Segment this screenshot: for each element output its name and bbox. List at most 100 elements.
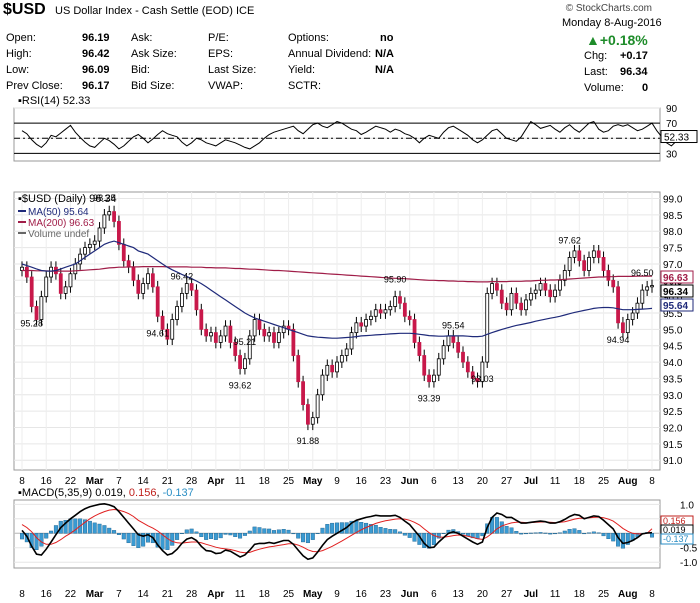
candle [87, 243, 92, 248]
macd-histogram-bar [330, 522, 335, 534]
macd-histogram-bar [199, 533, 204, 537]
candle [616, 286, 620, 324]
x-tick-label: 14 [138, 476, 150, 487]
candle [306, 404, 310, 425]
candle [117, 221, 121, 245]
candle [587, 257, 591, 271]
candle [480, 361, 485, 383]
legend-entry: MA(50) 95.64 [28, 207, 89, 218]
x-tick-label: 11 [235, 476, 246, 487]
macd-histogram-bar [359, 522, 364, 534]
stat-open-label: Open: [6, 32, 36, 44]
candle [591, 250, 596, 258]
candle [369, 315, 373, 320]
x-tick-label: Jun [401, 476, 419, 487]
macd-histogram-bar [286, 529, 291, 534]
macd-histogram-bar [170, 533, 175, 546]
candle [296, 355, 301, 383]
macd-histogram-bar [102, 525, 107, 534]
macd-histogram-bar [281, 529, 286, 534]
macd-histogram-bar [504, 526, 509, 534]
price-annotation: 98.25 [93, 193, 116, 203]
macd-tick-label: -0.5 [680, 544, 698, 555]
candle [524, 299, 528, 311]
macd-histogram-bar [601, 533, 606, 537]
candle [548, 289, 553, 298]
candle [301, 381, 305, 405]
change-percent-value: +0.18% [599, 32, 648, 48]
price-tick-label: 99.0 [663, 195, 683, 206]
price-annotation: 94.94 [607, 335, 630, 345]
stat-last-value: 96.34 [620, 66, 648, 78]
x-tick-label: 23 [380, 476, 392, 487]
candle [412, 319, 417, 343]
candle [378, 309, 383, 314]
macd-histogram-bar [325, 524, 330, 534]
stat-ask-label: Ask: [131, 32, 153, 44]
macd-title-part: , [123, 487, 129, 499]
stat-open-value: 96.19 [82, 32, 110, 44]
macd-histogram-bar [368, 524, 373, 534]
candle [141, 283, 146, 294]
macd-histogram-bar [480, 533, 485, 537]
macd-x-tick-label: 25 [283, 589, 295, 600]
candle [136, 279, 141, 294]
stat-eps-label: EPS: [208, 48, 234, 60]
candle [233, 342, 238, 356]
candle [257, 319, 262, 330]
macd-histogram-bar [305, 533, 310, 544]
candle [383, 309, 388, 314]
macd-x-tick-label: 25 [598, 589, 610, 600]
candle [213, 332, 218, 343]
price-value-box [660, 270, 694, 284]
candle [68, 273, 73, 288]
price-tick-label: 93.5 [663, 374, 683, 385]
price-tick-label: 95.5 [663, 309, 683, 320]
stat-options-label: Options: [288, 32, 329, 44]
candle [528, 292, 533, 301]
candle [102, 214, 107, 229]
macd-x-tick-label: 13 [453, 589, 465, 600]
candle [272, 332, 276, 343]
macd-title-part: , [156, 487, 162, 499]
macd-tick-label: 1.0 [680, 500, 694, 511]
candle [611, 279, 616, 288]
macd-histogram-bar [494, 517, 499, 534]
candle [422, 355, 427, 376]
macd-histogram-bar [606, 533, 611, 539]
candle [58, 273, 63, 294]
candle [490, 283, 494, 294]
macd-histogram-bar [470, 533, 475, 539]
candle [34, 306, 39, 320]
macd-histogram-bar [194, 531, 199, 534]
macd-histogram-bar [267, 528, 272, 534]
macd-x-tick-label: 23 [380, 589, 392, 600]
macd-x-tick-label: 28 [186, 589, 198, 600]
exchange: ICE [235, 5, 255, 17]
candle [596, 250, 601, 258]
candle [398, 296, 402, 304]
candle [514, 292, 519, 304]
candle [320, 374, 325, 396]
stat-yield-label: Yield: [288, 64, 316, 76]
macd-histogram-bar [562, 530, 567, 534]
macd-histogram-bar [92, 522, 97, 534]
macd-histogram-bar [228, 533, 233, 536]
candle [621, 322, 625, 334]
macd-histogram-bar [412, 533, 417, 542]
macd-histogram-bar [87, 520, 92, 534]
legend-entry: Volume undef [28, 229, 89, 240]
price-value-box [660, 284, 694, 298]
candle [388, 306, 393, 311]
macd-histogram-bar [548, 533, 553, 535]
macd-x-tick-label: Apr [207, 589, 224, 600]
stat-high-value: 96.42 [82, 48, 110, 60]
price-tick-label: 91.0 [663, 456, 683, 467]
candle [49, 266, 53, 278]
candle [349, 332, 354, 350]
macd-histogram-bar [388, 529, 393, 534]
candle [247, 335, 252, 360]
macd-x-tick-label: 11 [235, 589, 246, 600]
candle [126, 260, 131, 268]
